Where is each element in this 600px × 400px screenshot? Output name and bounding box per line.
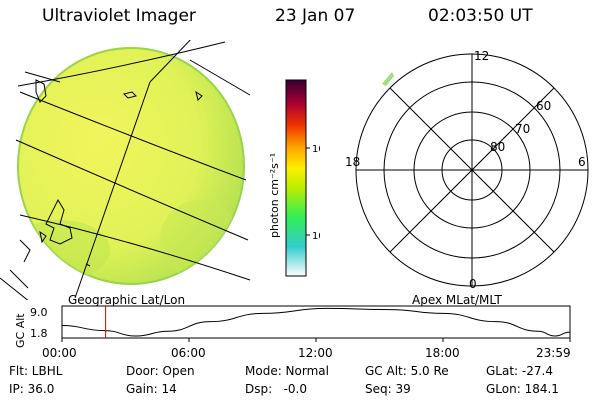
altitude-ylabel: GC Alt <box>14 313 27 348</box>
x-tick-label: 23:59 <box>536 346 571 360</box>
door-info: Door: Open <box>126 364 195 378</box>
mlt-label-0: 0 <box>469 277 477 291</box>
ip-info: IP: 36.0 <box>9 382 55 396</box>
mlt-label-18: 18 <box>345 155 360 169</box>
seq-info: Seq: 39 <box>365 382 411 396</box>
colorbar-tick-10: 10 <box>312 231 320 242</box>
date-label: 23 Jan 07 <box>275 6 356 26</box>
mlt-label-12: 12 <box>474 49 489 63</box>
altitude-x-ticks: 00:00 06:00 12:00 18:00 23:59 <box>42 338 571 360</box>
colorbar-tick-100: 100 <box>312 144 320 155</box>
polar-plot: 12 6 0 18 60 70 80 <box>345 49 589 291</box>
polar-panel-label: Apex MLat/MLT <box>412 293 502 307</box>
x-tick-label: 12:00 <box>298 346 333 360</box>
gain-info: Gain: 14 <box>126 382 177 396</box>
mode-info: Mode: Normal <box>245 364 329 378</box>
dsp-info: Dsp: -0.0 <box>245 382 308 396</box>
x-tick-label: 06:00 <box>171 346 206 360</box>
altitude-ytick-high: 9.0 <box>30 306 48 319</box>
gc-alt-info: GC Alt: 5.0 Re <box>365 364 449 378</box>
mlt-label-6: 6 <box>578 155 586 169</box>
x-tick-label: 18:00 <box>425 346 460 360</box>
colorbar-gradient <box>285 79 307 277</box>
colorbar-unit-label: photon cm⁻²s⁻¹ <box>268 153 281 238</box>
polar-image-fragment <box>382 72 394 86</box>
geo-grid <box>0 40 251 300</box>
altitude-plot: GC Alt 9.0 1.8 00:00 06:00 12:00 18:00 23:59 <box>14 305 571 360</box>
x-tick-label: 00:00 <box>42 346 77 360</box>
glon-info: GLon: 184.1 <box>486 382 559 396</box>
instrument-title: Ultraviolet Imager <box>42 6 196 26</box>
geo-panel-label: Geographic Lat/Lon <box>68 293 186 307</box>
glat-info: GLat: -27.4 <box>486 364 553 378</box>
mlat-label-60: 60 <box>536 99 551 113</box>
altitude-curve <box>61 307 570 337</box>
mlat-label-80: 80 <box>490 140 505 154</box>
filter-info: Flt: LBHL <box>9 364 63 378</box>
geographic-image-panel <box>0 40 251 300</box>
time-label: 02:03:50 UT <box>428 6 533 26</box>
colorbar: 100 10 photon cm⁻²s⁻¹ <box>268 79 320 277</box>
altitude-ytick-low: 1.8 <box>30 327 48 340</box>
mlat-label-70: 70 <box>515 122 530 136</box>
